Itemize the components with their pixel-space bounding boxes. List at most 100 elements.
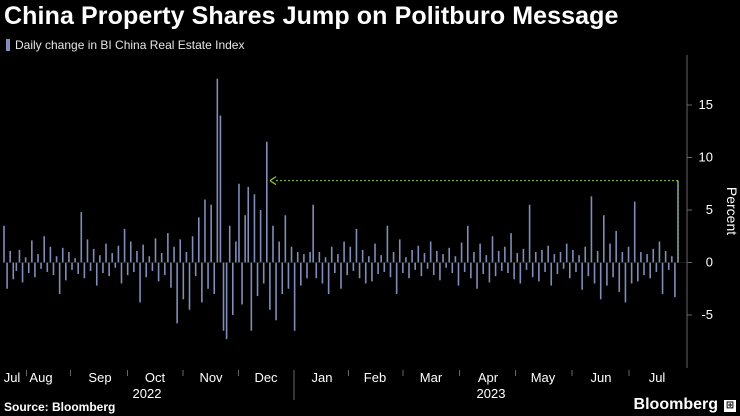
bar <box>587 262 590 277</box>
bar <box>371 262 373 282</box>
bar <box>126 262 129 276</box>
bar <box>24 257 27 263</box>
bar <box>117 245 120 263</box>
bar <box>621 252 624 263</box>
bar <box>664 250 667 263</box>
bar <box>92 248 95 263</box>
bar <box>225 262 228 340</box>
bar <box>652 248 655 263</box>
bar <box>364 262 367 284</box>
bar <box>578 255 580 263</box>
bar <box>83 262 86 279</box>
bar <box>361 249 364 263</box>
chart-title: China Property Shares Jump on Politburo … <box>4 2 619 30</box>
bar <box>661 262 664 294</box>
bar <box>612 262 614 278</box>
bar <box>377 262 379 275</box>
bar <box>500 262 503 271</box>
x-tick-label: Jul <box>4 370 21 385</box>
bar <box>259 210 262 263</box>
bar <box>15 262 18 271</box>
bar <box>37 254 39 263</box>
bar <box>219 115 222 263</box>
bar <box>593 262 596 284</box>
bar <box>414 262 417 270</box>
brand-logo: Bloomberg <box>633 396 718 413</box>
bar <box>238 183 240 263</box>
bar <box>448 247 451 263</box>
bar <box>170 262 172 288</box>
bar <box>562 262 565 269</box>
bar <box>114 262 117 268</box>
bar <box>337 254 339 263</box>
bar <box>188 262 191 310</box>
bar <box>538 262 540 282</box>
bar <box>129 241 132 263</box>
y-tick-label: 0 <box>706 255 713 270</box>
bar <box>349 246 352 263</box>
bar <box>429 241 432 263</box>
bar <box>581 262 583 290</box>
bar <box>65 262 67 281</box>
bar <box>86 239 89 263</box>
bar <box>228 225 231 263</box>
bar <box>296 252 299 263</box>
bar <box>173 246 175 263</box>
bar <box>473 252 475 263</box>
bar <box>528 204 531 263</box>
bar <box>615 231 617 263</box>
bar <box>460 242 463 263</box>
legend-swatch <box>6 39 10 51</box>
bar <box>191 236 194 263</box>
bar <box>547 245 549 263</box>
bar <box>182 262 185 300</box>
bar <box>105 243 107 263</box>
x-tick-label: Jan <box>312 370 333 385</box>
bar <box>643 262 645 276</box>
bar <box>599 262 602 300</box>
bar <box>531 262 534 278</box>
bar <box>572 249 574 263</box>
y-tick-label: 15 <box>699 97 713 112</box>
bar <box>176 262 178 324</box>
bar <box>633 201 636 263</box>
bar <box>408 262 410 279</box>
bar <box>565 243 568 263</box>
bar <box>74 258 76 263</box>
bar <box>34 262 36 278</box>
bar <box>667 262 670 270</box>
bar <box>160 253 163 263</box>
bar <box>136 250 138 263</box>
x-tick-label: Nov <box>199 370 223 385</box>
bar <box>426 262 429 269</box>
bar <box>309 252 311 263</box>
bar <box>275 262 277 321</box>
bar <box>21 262 24 283</box>
bar <box>482 262 485 275</box>
bar <box>284 215 287 263</box>
bar <box>380 255 382 263</box>
bar <box>439 262 441 281</box>
bar <box>58 262 61 294</box>
brand-icon: ⊞ <box>724 400 736 412</box>
x-tick-label: Dec <box>254 370 278 385</box>
bar <box>525 262 528 270</box>
bar <box>541 249 543 263</box>
bar <box>637 262 639 282</box>
bar <box>102 262 104 273</box>
bar <box>606 262 608 286</box>
bar <box>139 262 141 303</box>
bar <box>89 262 92 271</box>
bar <box>454 256 457 263</box>
bar <box>68 252 70 263</box>
bar <box>300 262 302 286</box>
bar <box>649 262 651 279</box>
bar <box>374 243 376 263</box>
y-tick-label: -5 <box>701 307 713 322</box>
bar <box>568 262 571 279</box>
annotation-arrowhead <box>269 176 277 186</box>
bar <box>398 239 401 263</box>
bar <box>290 246 293 263</box>
bar <box>442 254 444 263</box>
bar <box>420 262 423 277</box>
